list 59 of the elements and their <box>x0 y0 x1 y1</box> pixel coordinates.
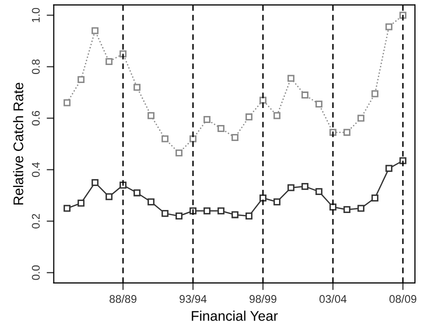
point <box>287 184 294 192</box>
point <box>343 206 350 214</box>
point <box>176 212 182 220</box>
x-tick-label: 03/04 <box>319 294 347 303</box>
point <box>371 90 378 98</box>
point <box>343 128 350 136</box>
point <box>315 188 322 196</box>
point <box>357 114 364 122</box>
point <box>232 134 238 141</box>
point <box>218 125 224 132</box>
point <box>92 27 99 34</box>
point <box>287 74 294 82</box>
point <box>273 112 280 120</box>
point <box>371 194 378 202</box>
point <box>78 200 85 207</box>
point <box>246 212 252 220</box>
x-tick-label: 98/99 <box>250 294 276 303</box>
point <box>64 99 71 106</box>
point <box>246 113 252 120</box>
x-tick-label: 88/89 <box>110 294 136 303</box>
point <box>259 96 266 104</box>
point <box>120 182 126 189</box>
point <box>204 116 210 123</box>
x-tick-label: 08/09 <box>389 294 416 303</box>
point <box>190 135 196 142</box>
y-tick-label: 0.6 <box>32 110 40 126</box>
point <box>204 207 210 214</box>
point <box>385 23 392 30</box>
point <box>106 193 112 200</box>
point <box>385 164 392 172</box>
x-tick-label: 93/94 <box>180 294 207 303</box>
point <box>134 189 140 196</box>
point <box>148 198 154 206</box>
point <box>301 182 308 190</box>
point <box>232 211 238 218</box>
point <box>301 92 308 98</box>
y-tick-label: 0.2 <box>32 214 40 228</box>
point <box>134 84 140 91</box>
point <box>64 204 71 212</box>
y-axis-title: Relative Catch Rate <box>13 82 24 205</box>
point <box>259 194 266 202</box>
point <box>78 76 85 84</box>
point <box>106 58 112 66</box>
point <box>148 112 154 120</box>
y-tick-label: 0.4 <box>32 162 40 177</box>
point <box>357 204 364 212</box>
point <box>162 135 168 142</box>
point <box>329 204 336 210</box>
x-axis-title: Financial Year <box>192 310 278 321</box>
point <box>92 179 99 186</box>
point <box>218 207 224 214</box>
point <box>273 198 280 206</box>
point <box>315 100 322 108</box>
point <box>162 210 168 217</box>
y-tick-label: 1.0 <box>32 8 40 22</box>
point <box>120 50 126 58</box>
y-tick-label: 0.8 <box>32 59 40 74</box>
point <box>176 149 182 156</box>
y-tick-label: 0.0 <box>32 265 40 280</box>
